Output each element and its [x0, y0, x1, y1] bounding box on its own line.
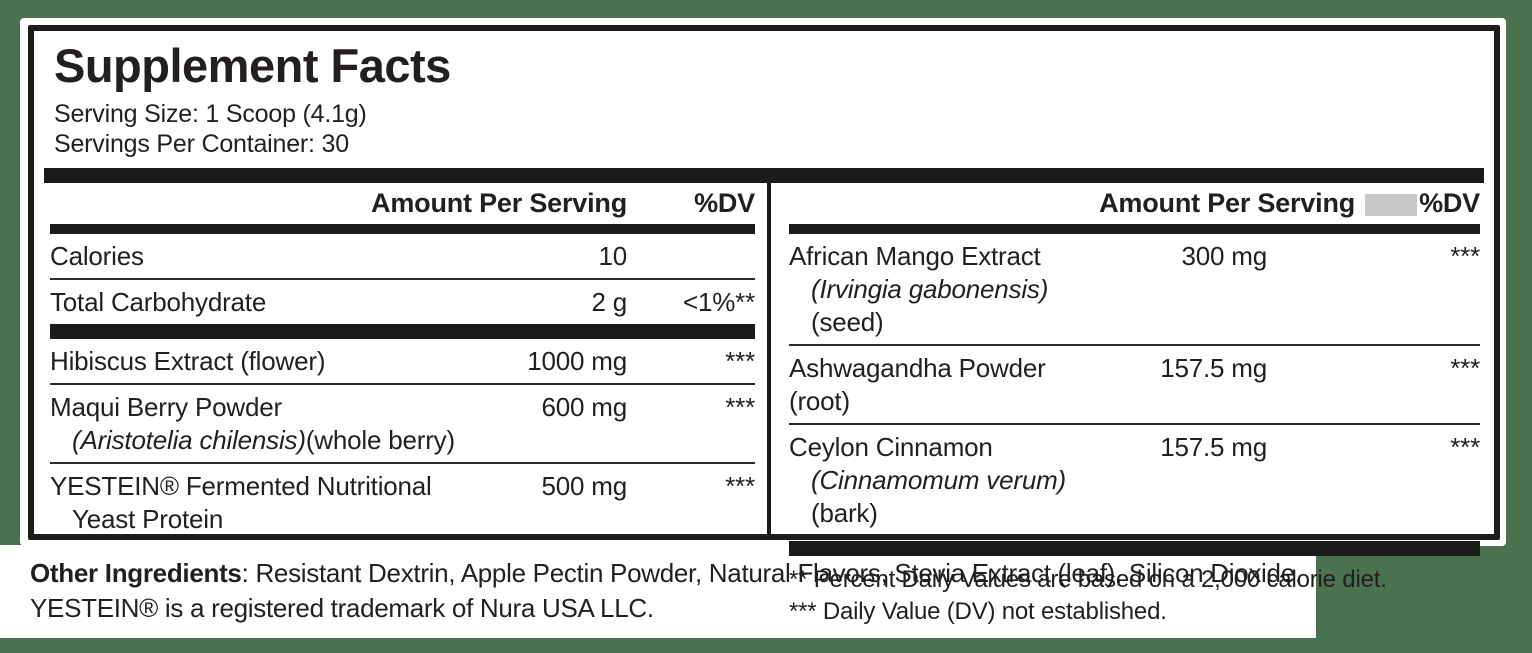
- ingredient-subtext-part: Yeast Protein: [72, 504, 224, 534]
- table-row: African Mango Extract (Irvingia gabonensi…: [789, 234, 1480, 344]
- ingredient-subtext-part: (bark): [811, 498, 878, 528]
- dv-value: [627, 240, 755, 273]
- dv-value: <1%**: [683, 287, 755, 317]
- serving-size-text: Serving Size: 1 Scoop (4.1g): [54, 100, 367, 128]
- ingredient-name-cell: Calories: [50, 240, 477, 273]
- amount-value: 10: [598, 241, 627, 271]
- ingredient-name-cell: Ceylon Cinnamon (Cinnamomum verum)(bark): [789, 431, 1107, 530]
- page-title: Supplement Facts: [54, 39, 451, 92]
- dv-value: ***: [725, 346, 755, 376]
- trademark-line: YESTEIN® is a registered trademark of Nu…: [30, 593, 654, 623]
- dv-value: ***: [1450, 353, 1480, 383]
- ingredient-name: Calories: [50, 241, 144, 271]
- ingredient-name: Ashwagandha Powder (root): [789, 353, 1046, 416]
- box-header: Supplement Facts Serving Size: 1 Scoop (…: [34, 31, 1494, 159]
- other-ingredients-label: Other Ingredients: [30, 558, 242, 588]
- ingredient-subtext-part: (Aristotelia chilensis): [72, 425, 306, 455]
- footer-white-band: [0, 545, 1316, 638]
- amount-value: 1000 mg: [527, 346, 627, 376]
- dv-value: ***: [725, 471, 755, 501]
- ingredient-subtext: (Cinnamomum verum)(bark): [789, 464, 1107, 530]
- ingredient-subtext-part: (seed): [811, 307, 884, 337]
- dv-header: %DV: [694, 188, 755, 218]
- ingredient-name-cell: Ashwagandha Powder (root): [789, 352, 1107, 418]
- facts-column-right: Amount Per Serving %DV African Mango Ext…: [771, 183, 1494, 625]
- ingredient-name: Hibiscus Extract (flower): [50, 346, 326, 376]
- amount-value: 500 mg: [541, 471, 627, 501]
- supplement-facts-box: Supplement Facts Serving Size: 1 Scoop (…: [28, 25, 1500, 625]
- gray-redaction-box: [1365, 194, 1418, 216]
- ingredient-name: African Mango Extract: [789, 241, 1041, 271]
- other-ingredients-list: : Resistant Dextrin, Apple Pectin Powder…: [241, 558, 1302, 588]
- row-divider: [50, 462, 755, 464]
- other-ingredients-line: Other Ingredients: Resistant Dextrin, Ap…: [30, 556, 1310, 591]
- footnote-dv-not-established: *** Daily Value (DV) not established.: [789, 598, 1167, 625]
- thick-separator-bar: [789, 541, 1480, 556]
- ingredient-subtext-part: (whole berry): [305, 425, 455, 455]
- column-header-right: Amount Per Serving %DV: [789, 183, 1480, 224]
- table-row: Hibiscus Extract (flower) 1000 mg ***: [50, 339, 755, 383]
- amount-value: 2 g: [591, 287, 627, 317]
- ingredient-subtext: Yeast Protein: [50, 503, 477, 536]
- left-rows-container: Calories 10 Total Carbohydrate 2 g <1%** Hibi…: [50, 234, 755, 541]
- ingredient-name-cell: African Mango Extract (Irvingia gabonensi…: [789, 240, 1107, 339]
- amount-per-serving-header: Amount Per Serving: [371, 188, 627, 218]
- servings-per-container-text: Servings Per Container: 30: [54, 130, 349, 158]
- ingredient-name: Ceylon Cinnamon: [789, 432, 993, 462]
- ingredient-name-cell: Total Carbohydrate: [50, 286, 477, 319]
- thick-separator-bar: [44, 168, 1484, 183]
- footnote-daily-values: ** Percent Daily Values are based on a 2…: [789, 566, 1387, 593]
- header-separator-bar: [50, 224, 755, 234]
- table-row: Ashwagandha Powder (root) 157.5 mg ***: [789, 346, 1480, 423]
- ingredient-subtext: (Aristotelia chilensis)(whole berry): [50, 424, 477, 457]
- facts-column-left: Amount Per Serving %DV Calories 10 Total C…: [34, 183, 771, 534]
- facts-columns: Amount Per Serving %DV Calories 10 Total C…: [34, 183, 1494, 625]
- right-rows-container: African Mango Extract (Irvingia gabonensi…: [789, 234, 1480, 535]
- ingredient-subtext-part: (Irvingia gabonensis): [811, 274, 1049, 304]
- dv-value: ***: [1450, 432, 1480, 462]
- row-divider: [50, 278, 755, 280]
- table-row: Total Carbohydrate 2 g <1%**: [50, 280, 755, 324]
- dv-header: %DV: [1419, 188, 1480, 218]
- ingredient-name-cell: Maqui Berry Powder (Aristotelia chilensis…: [50, 391, 477, 457]
- dv-value: ***: [725, 392, 755, 422]
- table-row: Maqui Berry Powder (Aristotelia chilensis…: [50, 385, 755, 462]
- amount-value: 157.5 mg: [1160, 353, 1267, 383]
- amount-value: 300 mg: [1181, 241, 1267, 271]
- row-divider: [789, 344, 1480, 346]
- ingredient-name: Maqui Berry Powder: [50, 392, 282, 422]
- header-separator-bar: [789, 224, 1480, 234]
- footer-text-block: Other Ingredients: Resistant Dextrin, Ap…: [30, 556, 1310, 626]
- amount-value: 157.5 mg: [1160, 432, 1267, 462]
- row-divider: [50, 324, 755, 339]
- table-row: YESTEIN® Fermented Nutritional Yeast Prot…: [50, 464, 755, 541]
- table-row: Calories 10: [50, 234, 755, 278]
- footnotes: ** Percent Daily Values are based on a 2…: [789, 556, 1480, 628]
- ingredient-name: Total Carbohydrate: [50, 287, 267, 317]
- column-header-left: Amount Per Serving %DV: [50, 183, 755, 224]
- dv-value: ***: [1450, 241, 1480, 271]
- table-row: Ceylon Cinnamon (Cinnamomum verum)(bark) 1…: [789, 425, 1480, 535]
- row-divider: [50, 383, 755, 385]
- ingredient-subtext: (Irvingia gabonensis)(seed): [789, 273, 1107, 339]
- amount-value: 600 mg: [541, 392, 627, 422]
- ingredient-name: YESTEIN® Fermented Nutritional: [50, 471, 432, 501]
- amount-per-serving-header: Amount Per Serving: [1099, 188, 1356, 218]
- ingredient-name-cell: YESTEIN® Fermented Nutritional Yeast Prot…: [50, 470, 477, 536]
- row-divider: [789, 423, 1480, 425]
- ingredient-name-cell: Hibiscus Extract (flower): [50, 345, 477, 378]
- ingredient-subtext-part: (Cinnamomum verum): [811, 465, 1067, 495]
